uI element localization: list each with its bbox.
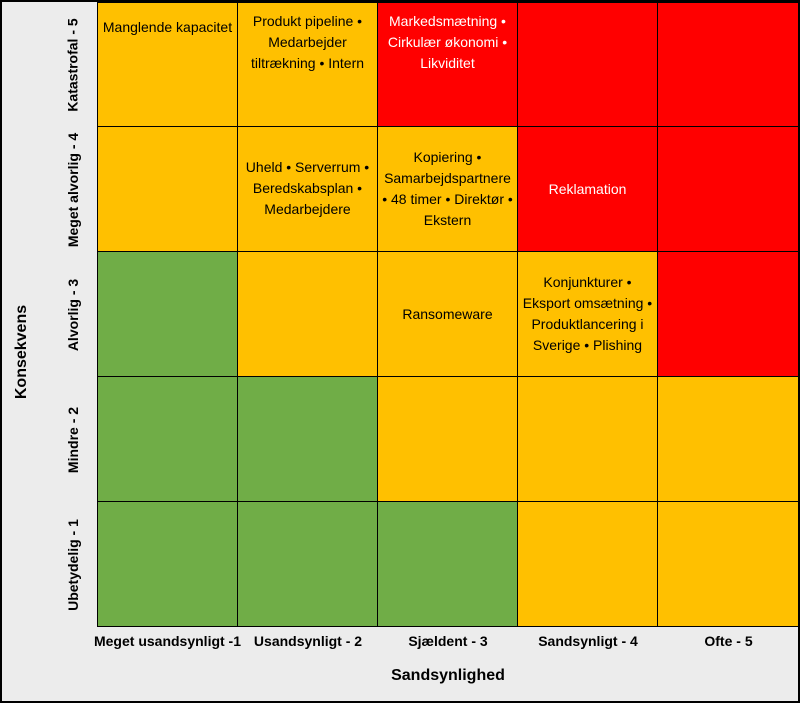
cell-text: Markedsmætning • Cirkulær økonomi • Likv… [387, 13, 508, 71]
row-label-text: Katastrofal - 5 [65, 17, 82, 112]
row-label-text: Alvorlig - 3 [65, 278, 82, 351]
cell-r3-c1 [97, 252, 238, 377]
column-label-ofte: Ofte - 5 [658, 633, 799, 649]
cell-r2-c5 [658, 377, 799, 502]
y-axis-title-text: Konsekvens [13, 304, 31, 400]
cell-r2-c3 [378, 377, 518, 502]
cell-r4-c3: Kopiering • Samarbejdspartnere • 48 time… [378, 127, 518, 252]
row-label-text: Mindre - 2 [65, 406, 81, 473]
row-label-ubetydelig: Ubetydelig - 1 [48, 502, 98, 627]
cell-r3-c5 [658, 252, 799, 377]
cell-r1-c1 [97, 502, 238, 627]
row-label-meget-alvorlig: Meget alvorlig - 4 [48, 127, 98, 252]
column-label-text: Meget usandsynligt -1 [93, 633, 242, 649]
cell-r5-c3: Markedsmætning • Cirkulær økonomi • Likv… [378, 2, 518, 127]
cell-r1-c4 [518, 502, 658, 627]
cell-r5-c4 [518, 2, 658, 127]
cell-r4-c5 [658, 127, 799, 252]
column-label-text: Ofte - 5 [704, 633, 753, 649]
column-label-usandsynligt: Usandsynligt - 2 [238, 633, 378, 649]
cell-r5-c2: Produkt pipeline • Medarbejder tiltrækni… [238, 2, 378, 127]
cell-text: Reklamation [548, 180, 627, 197]
column-label-text: Sandsynligt - 4 [538, 633, 638, 649]
row-label-katastrofal: Katastrofal - 5 [48, 2, 98, 127]
cell-r4-c1 [97, 127, 238, 252]
cell-r4-c4: Reklamation [518, 127, 658, 252]
cell-r2-c4 [518, 377, 658, 502]
row-label-alvorlig: Alvorlig - 3 [48, 252, 98, 377]
column-label-sandsynligt: Sandsynligt - 4 [518, 633, 658, 649]
risk-grid: Manglende kapacitet Produkt pipeline • M… [97, 2, 799, 627]
cell-r3-c4: Konjunkturer • Eksport omsætning • Produ… [518, 252, 658, 377]
y-axis-title: Konsekvens [7, 252, 37, 452]
cell-r3-c3: Ransomeware [378, 252, 518, 377]
cell-r5-c5 [658, 2, 799, 127]
column-label-sjaeldent: Sjældent - 3 [378, 633, 518, 649]
cell-text: Produkt pipeline • Medarbejder tiltrækni… [250, 13, 365, 71]
cell-r1-c5 [658, 502, 799, 627]
cell-r4-c2: Uheld • Serverrum • Beredskabsplan • Med… [238, 127, 378, 252]
row-label-text: Meget alvorlig - 4 [65, 132, 82, 247]
cell-text: Manglende kapacitet [102, 19, 233, 35]
row-label-text: Ubetydelig - 1 [65, 518, 82, 611]
column-label-meget-usandsynligt: Meget usandsynligt -1 [93, 633, 242, 649]
cell-r1-c3 [378, 502, 518, 627]
cell-text: Konjunkturer • Eksport omsætning • Produ… [522, 274, 653, 353]
column-label-text: Usandsynligt - 2 [253, 633, 363, 649]
cell-r2-c2 [238, 377, 378, 502]
cell-r2-c1 [97, 377, 238, 502]
cell-text: Kopiering • Samarbejdspartnere • 48 time… [382, 149, 513, 228]
x-axis-title: Sandsynlighed [391, 667, 505, 684]
cell-r5-c1: Manglende kapacitet [97, 2, 238, 127]
cell-r3-c2 [238, 252, 378, 377]
row-label-mindre: Mindre - 2 [48, 377, 98, 502]
cell-text: Uheld • Serverrum • Beredskabsplan • Med… [245, 159, 370, 217]
cell-r1-c2 [238, 502, 378, 627]
column-label-text: Sjældent - 3 [408, 633, 488, 649]
cell-text: Ransomeware [402, 305, 493, 322]
